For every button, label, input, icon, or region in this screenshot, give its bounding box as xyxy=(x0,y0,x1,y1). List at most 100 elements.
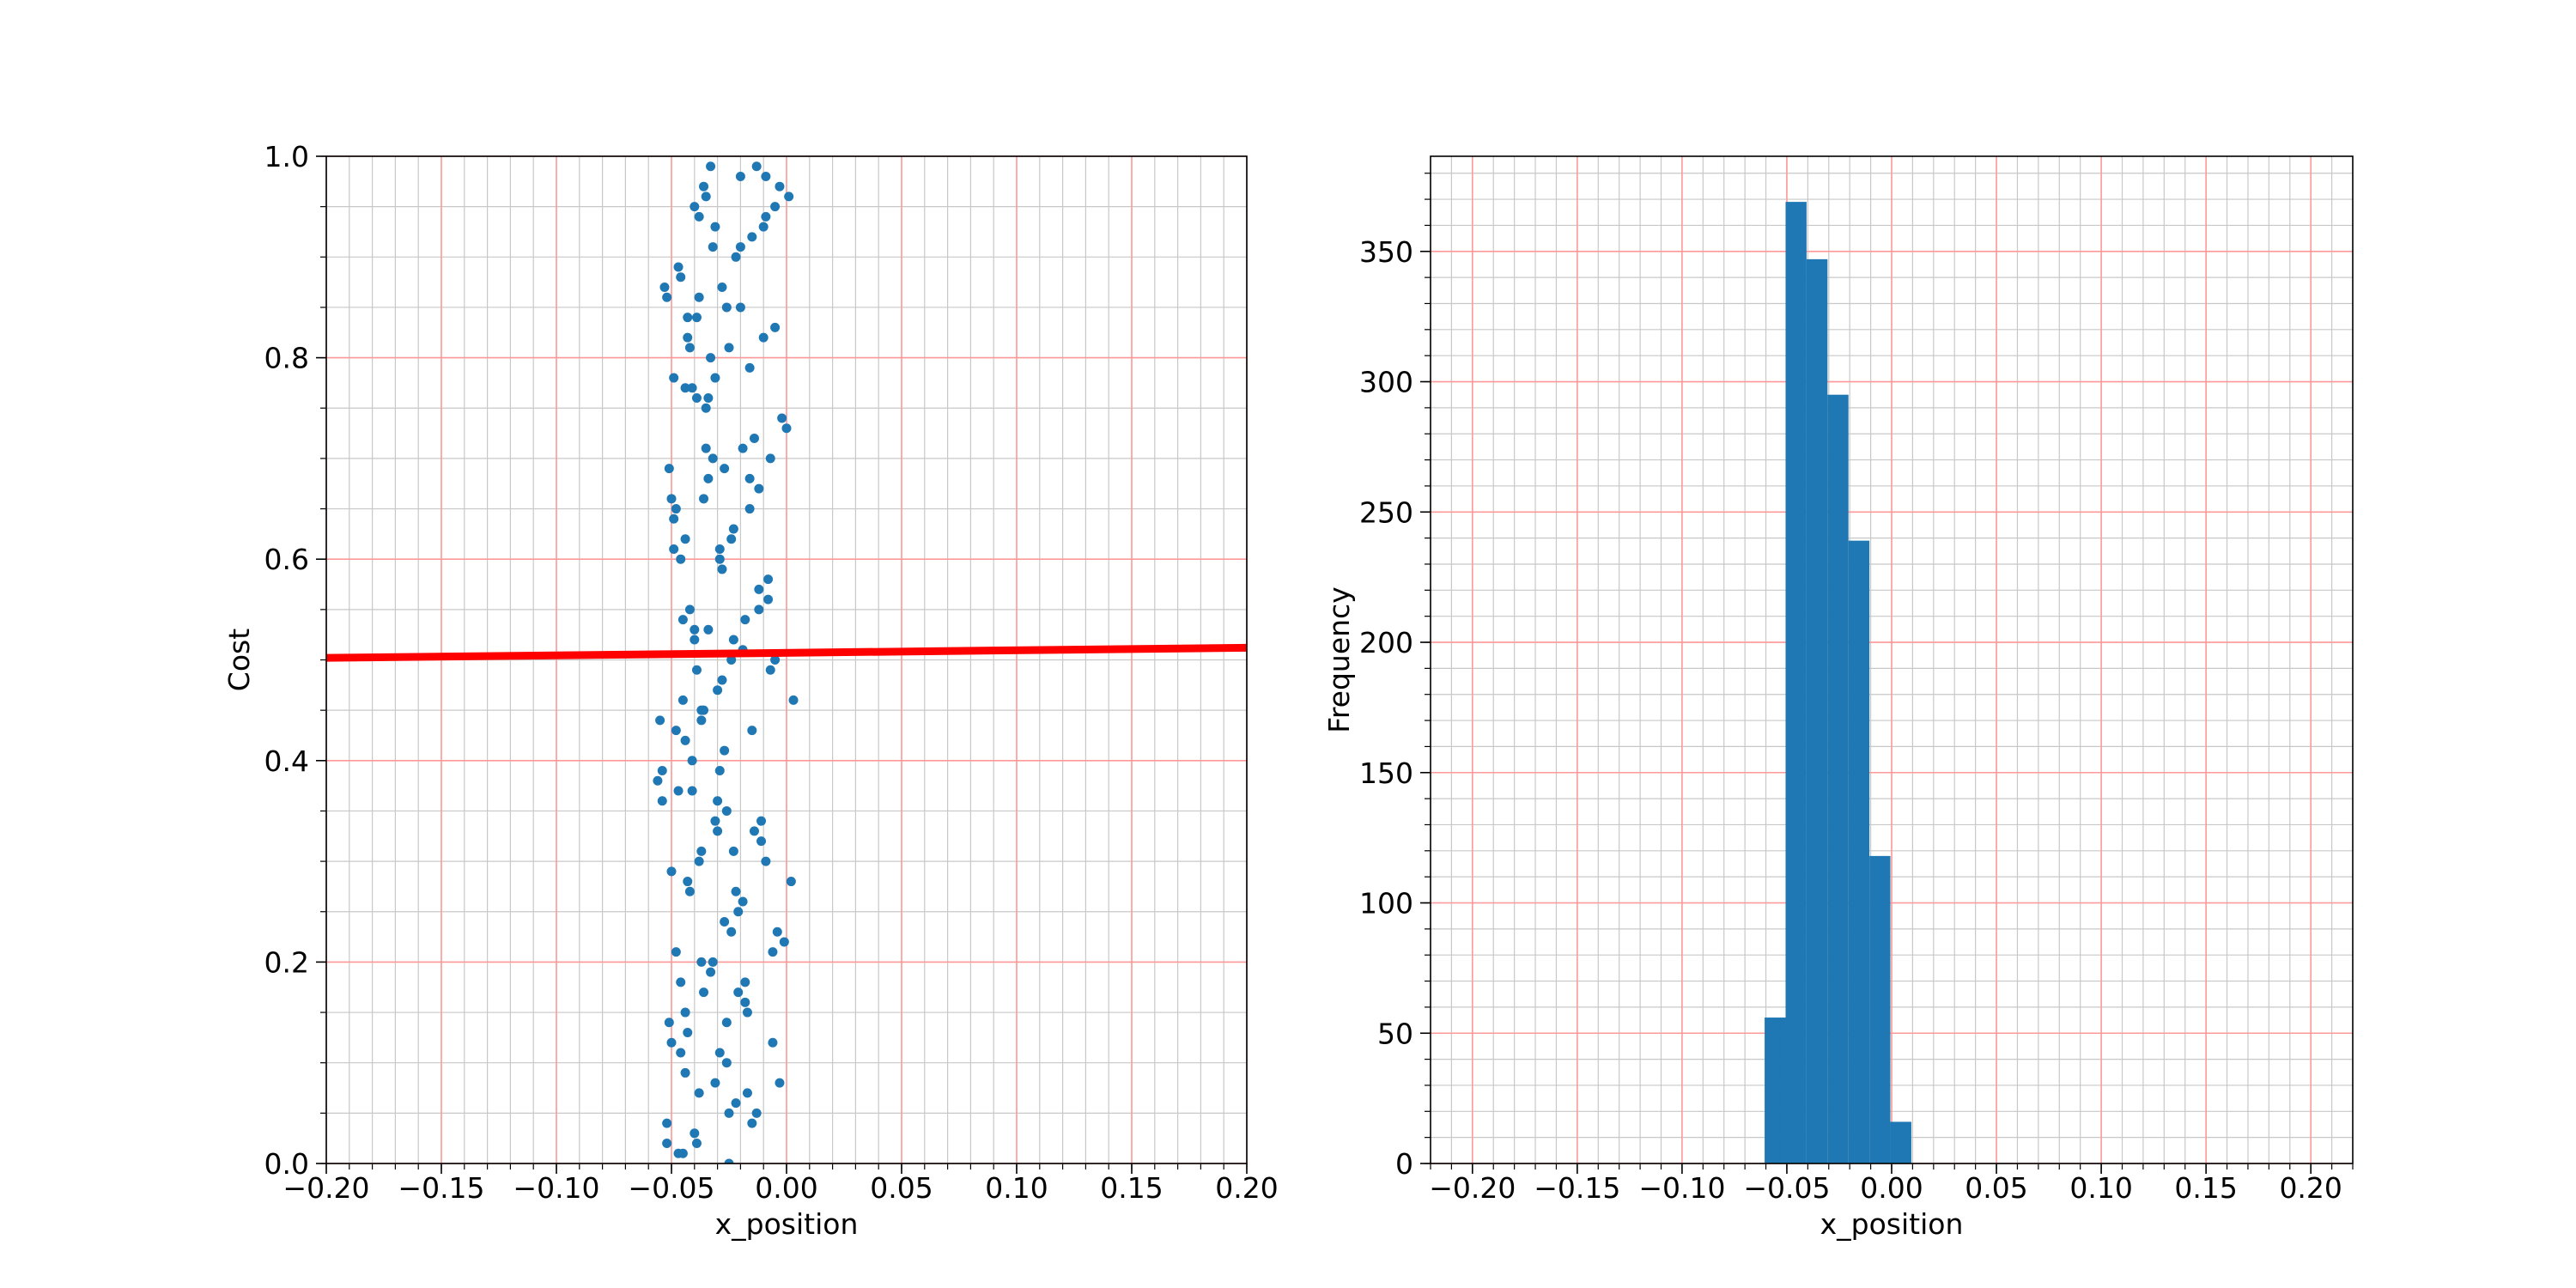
point xyxy=(758,222,769,232)
point xyxy=(740,997,750,1007)
point xyxy=(677,1148,688,1158)
point xyxy=(657,796,667,806)
y-axis-label: Frequency xyxy=(1322,586,1356,732)
point xyxy=(694,856,704,866)
point xyxy=(691,393,702,404)
point xyxy=(721,1058,732,1068)
point xyxy=(687,756,697,766)
point xyxy=(677,695,688,705)
point xyxy=(779,937,789,947)
axes-frame xyxy=(1430,155,2354,1164)
point xyxy=(696,715,707,726)
point xyxy=(731,886,741,896)
point xyxy=(694,211,704,222)
point xyxy=(669,373,679,383)
point xyxy=(699,494,709,504)
point xyxy=(777,413,787,423)
point xyxy=(756,836,767,847)
point xyxy=(683,332,693,343)
point xyxy=(714,766,725,776)
point xyxy=(744,504,755,514)
x-tick-label: −0.15 xyxy=(398,1171,484,1205)
point xyxy=(747,726,757,736)
point xyxy=(710,373,720,383)
point xyxy=(735,242,745,252)
point xyxy=(696,846,707,856)
y-tick-label: 100 xyxy=(1359,887,1413,920)
point xyxy=(706,161,716,172)
point xyxy=(763,574,774,585)
point xyxy=(676,977,686,987)
point xyxy=(781,423,792,434)
point xyxy=(694,1088,704,1098)
x-tick-label: −0.20 xyxy=(1429,1171,1516,1205)
y-tick-label: 150 xyxy=(1359,756,1413,790)
point xyxy=(735,171,745,181)
point xyxy=(662,292,672,302)
point xyxy=(713,796,723,806)
point xyxy=(742,1007,752,1018)
point xyxy=(687,383,697,393)
x-axis-label: x_position xyxy=(1820,1207,1964,1241)
point xyxy=(717,675,727,685)
point xyxy=(714,544,725,554)
point xyxy=(770,322,781,332)
x-tick-label: 0.10 xyxy=(2069,1171,2132,1205)
point xyxy=(703,393,714,404)
x-tick-label: 0.20 xyxy=(2279,1171,2342,1205)
point xyxy=(683,1028,693,1038)
y-tick-label: 350 xyxy=(1359,235,1413,269)
bar xyxy=(1869,855,1891,1163)
point xyxy=(742,1088,752,1098)
x-tick-label: 0.10 xyxy=(985,1171,1048,1205)
point xyxy=(703,624,714,635)
point xyxy=(664,464,674,474)
point xyxy=(666,494,677,504)
point xyxy=(717,564,727,574)
point xyxy=(775,1078,785,1088)
point xyxy=(708,453,718,464)
point xyxy=(680,383,690,393)
point xyxy=(714,554,725,564)
point xyxy=(666,866,677,877)
point xyxy=(735,302,745,313)
point xyxy=(763,594,774,605)
point xyxy=(728,635,738,645)
x-tick-label: 0.05 xyxy=(870,1171,933,1205)
point xyxy=(740,615,750,625)
y-tick-label: 0.4 xyxy=(264,744,309,778)
point xyxy=(676,554,686,564)
point xyxy=(683,877,693,887)
x-tick-label: −0.10 xyxy=(513,1171,599,1205)
point xyxy=(706,967,716,977)
x-tick-label: 0.00 xyxy=(1860,1171,1923,1205)
point xyxy=(733,907,744,917)
point xyxy=(761,856,771,866)
point xyxy=(708,957,718,967)
point xyxy=(726,655,737,665)
point xyxy=(662,1118,672,1128)
point xyxy=(676,1048,686,1058)
point xyxy=(699,987,709,998)
point xyxy=(720,745,730,756)
x-tick-label: 0.15 xyxy=(2174,1171,2237,1205)
point xyxy=(690,635,700,645)
point xyxy=(662,1139,672,1149)
point xyxy=(758,332,769,343)
x-tick-label: 0.20 xyxy=(1215,1171,1278,1205)
point xyxy=(676,272,686,283)
point xyxy=(754,605,764,615)
point xyxy=(690,624,700,635)
point xyxy=(694,292,704,302)
bar xyxy=(1765,1018,1786,1163)
point xyxy=(713,685,723,696)
point xyxy=(720,916,730,927)
point xyxy=(738,443,748,453)
point xyxy=(690,202,700,212)
point xyxy=(691,665,702,675)
point xyxy=(740,977,750,987)
point xyxy=(680,534,690,544)
point xyxy=(684,343,695,353)
point xyxy=(744,362,755,373)
point xyxy=(684,886,695,896)
